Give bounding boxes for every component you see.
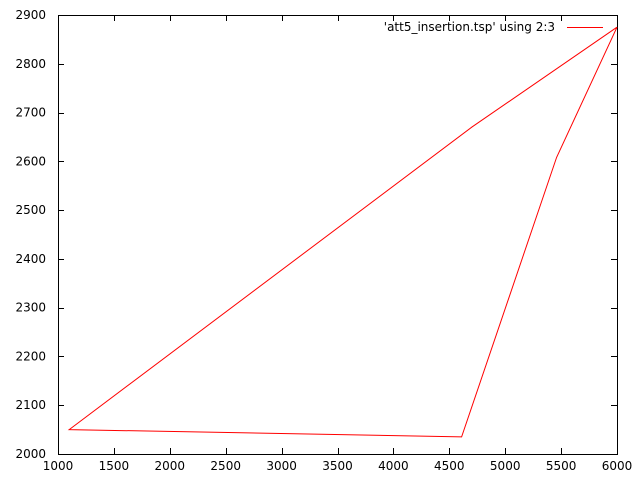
x-tick-label: 6000 (602, 459, 633, 473)
y-tick-label: 2700 (15, 106, 46, 120)
y-tick-label: 2800 (15, 57, 46, 71)
plot-frame (58, 15, 618, 455)
y-tick-label: 2000 (15, 447, 46, 461)
legend-label: 'att5_insertion.tsp' using 2:3 (384, 20, 555, 34)
x-tick-label: 5000 (490, 459, 521, 473)
x-tick-label: 3500 (322, 459, 353, 473)
series-line (67, 26, 618, 438)
axis-ticks: 1000 1500 2000 2500 3000 3500 4000 4500 5000 5500… (15, 8, 632, 473)
y-tick-label: 2600 (15, 154, 46, 168)
x-tick-label: 2500 (210, 459, 241, 473)
x-tick-label: 3000 (266, 459, 297, 473)
y-tick-label: 2900 (15, 8, 46, 22)
y-tick-label: 2200 (15, 349, 46, 363)
y-tick-label: 2400 (15, 252, 46, 266)
y-tick-label: 2500 (15, 203, 46, 217)
legend: 'att5_insertion.tsp' using 2:3 (384, 20, 603, 34)
x-tick-label: 4000 (378, 459, 409, 473)
x-tick-label: 5500 (546, 459, 577, 473)
y-tick-label: 2100 (15, 398, 46, 412)
y-tick-label: 2300 (15, 301, 46, 315)
x-tick-label: 4500 (434, 459, 465, 473)
x-tick-label: 1500 (99, 459, 130, 473)
x-tick-label: 2000 (155, 459, 186, 473)
data-series (67, 26, 618, 438)
x-tick-label: 1000 (43, 459, 74, 473)
